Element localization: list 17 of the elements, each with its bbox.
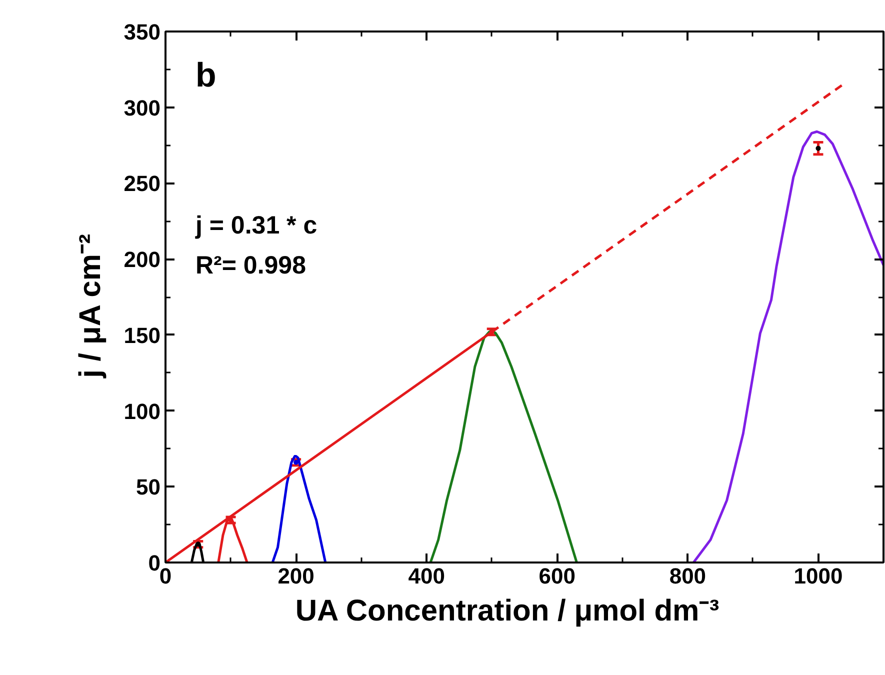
y-tick-label: 50 (136, 474, 161, 500)
y-tick-label: 200 (124, 247, 161, 272)
annotation: b (196, 56, 216, 94)
x-tick-label: 800 (669, 564, 706, 588)
y-tick-label: 150 (124, 322, 161, 348)
annotation: R²= 0.998 (196, 252, 306, 280)
x-tick-label: 400 (408, 564, 445, 588)
y-tick-label: 350 (124, 20, 161, 44)
x-axis-title: UA Concentration / μmol dm⁻³ (295, 594, 720, 628)
annotation: j = 0.31 * c (194, 212, 318, 240)
x-tick-label: 600 (538, 564, 576, 588)
y-tick-label: 100 (124, 398, 161, 424)
x-tick-label: 1000 (794, 564, 843, 588)
y-tick-label: 250 (124, 171, 161, 196)
x-tick-label: 200 (278, 564, 314, 588)
y-tick-label: 300 (124, 95, 161, 120)
y-axis-title: j / μA cm⁻² (74, 234, 107, 379)
